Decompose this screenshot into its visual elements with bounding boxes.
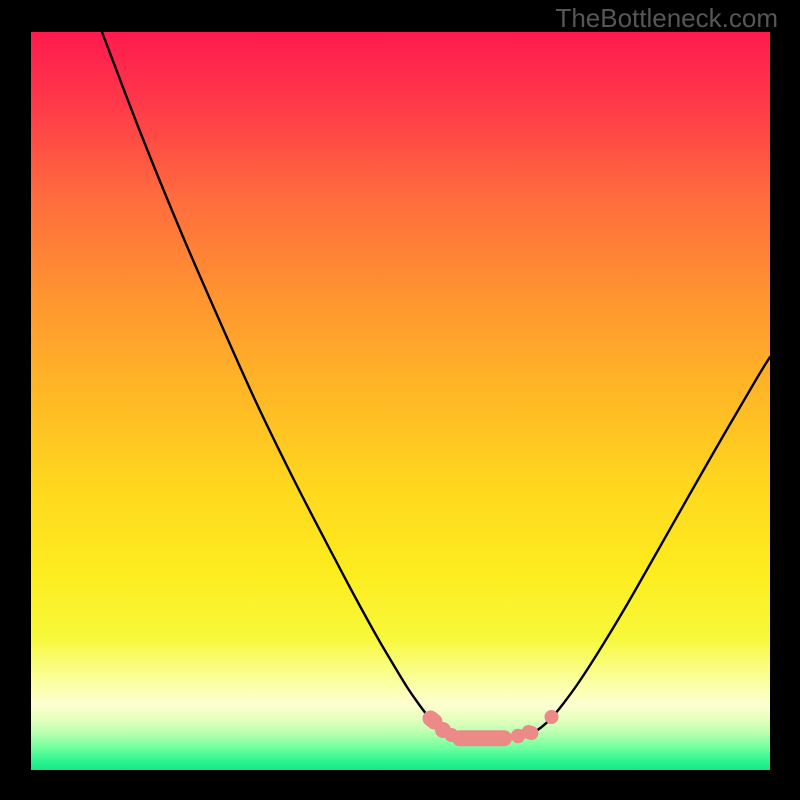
marker-group — [419, 707, 558, 746]
chart-root: TheBottleneck.com — [0, 0, 800, 800]
watermark-text: TheBottleneck.com — [555, 3, 778, 34]
curve-layer — [31, 32, 770, 770]
bottleneck-curve-right — [498, 357, 770, 738]
plot-area — [31, 32, 770, 770]
marker — [452, 730, 512, 746]
bottleneck-curve-left — [102, 32, 498, 738]
marker — [545, 710, 559, 724]
watermark-label: TheBottleneck.com — [555, 3, 778, 33]
